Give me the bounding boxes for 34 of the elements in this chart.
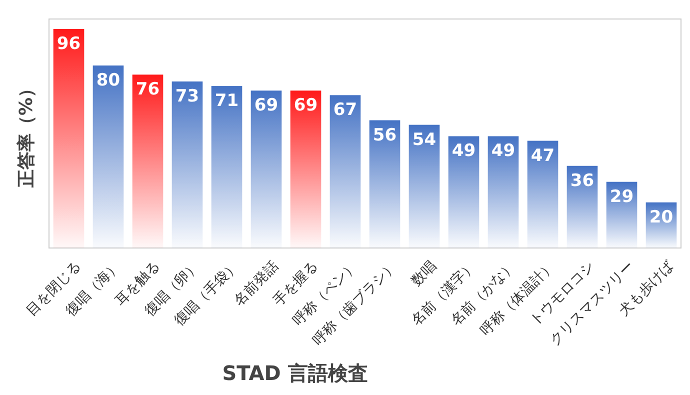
data-label: 47: [530, 146, 555, 166]
data-label: 56: [372, 125, 397, 146]
bar: [290, 90, 322, 248]
x-tick-label: 数唱: [408, 258, 440, 290]
data-label: 69: [254, 96, 278, 116]
data-label: 49: [491, 141, 516, 162]
y-axis-title: 正答率（%）: [16, 79, 37, 189]
bar: [92, 66, 124, 248]
bar: [172, 81, 203, 248]
bar: [211, 86, 242, 248]
data-label: 76: [136, 80, 160, 100]
x-axis-title: STAD 言語検査: [222, 361, 368, 385]
bar: [566, 166, 598, 248]
data-label: 80: [96, 70, 120, 90]
data-label: 29: [610, 186, 634, 207]
bar: [250, 90, 282, 248]
bar: [330, 95, 361, 248]
data-label: 20: [649, 207, 674, 228]
data-label: 73: [175, 86, 200, 106]
data-label: 69: [294, 96, 318, 116]
data-label: 36: [570, 170, 594, 191]
data-label: 96: [56, 34, 81, 54]
data-label: 54: [412, 130, 436, 150]
bar: [488, 136, 519, 248]
data-label: 71: [214, 91, 239, 112]
data-label: 67: [333, 100, 358, 120]
bar: [606, 182, 638, 248]
bar: [132, 74, 164, 248]
bar: [369, 120, 400, 248]
bar: [448, 136, 480, 248]
bar: [53, 29, 84, 248]
bar: [408, 124, 440, 248]
bar: [527, 140, 558, 248]
data-label: 49: [452, 141, 476, 162]
